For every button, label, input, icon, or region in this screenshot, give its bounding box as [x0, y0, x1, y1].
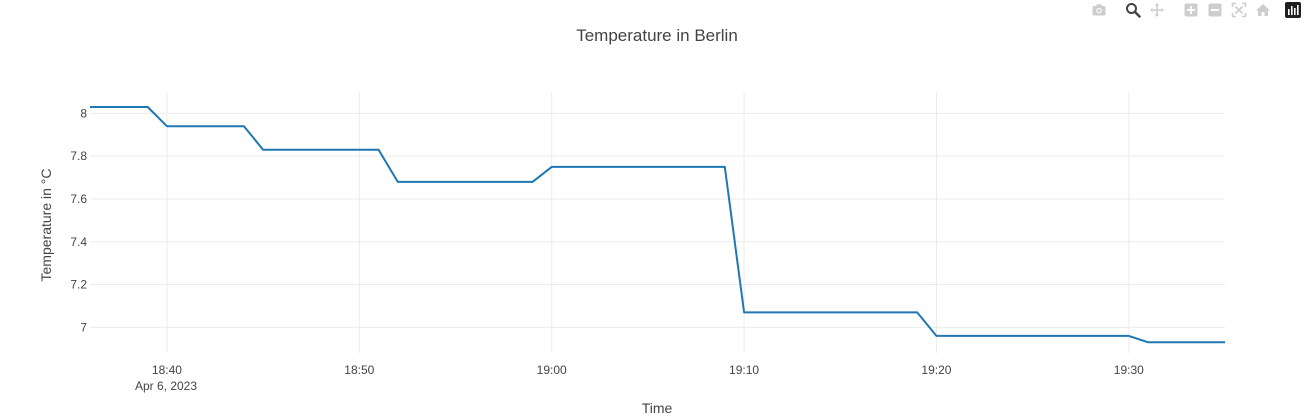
y-tick-label: 7 — [80, 320, 87, 334]
y-tick-label: 7.6 — [70, 192, 87, 206]
x-tick-label: 19:30 — [1114, 363, 1144, 377]
zoom-in-icon[interactable] — [1181, 0, 1201, 20]
x-axis-label: Time — [642, 400, 673, 416]
y-tick-label: 7.8 — [70, 149, 87, 163]
x-tick-label: 19:00 — [537, 363, 567, 377]
camera-icon[interactable] — [1089, 0, 1109, 20]
y-tick-label: 7.4 — [70, 235, 87, 249]
chart-title: Temperature in Berlin — [576, 26, 738, 45]
x-date-label: Apr 6, 2023 — [135, 379, 197, 393]
y-tick-labels: 7 7.2 7.4 7.6 7.8 8 — [70, 106, 87, 334]
x-tick-label: 18:40 — [152, 363, 182, 377]
x-gridlines — [166, 92, 1130, 353]
series-layer — [90, 106, 1225, 344]
y-tick-label: 8 — [80, 106, 87, 120]
y-axis-label: Temperature in °C — [38, 169, 54, 282]
zoom-icon[interactable] — [1123, 0, 1143, 20]
autoscale-icon[interactable] — [1229, 0, 1249, 20]
x-tick-labels: 18:40 18:50 19:00 19:10 19:20 19:30 — [152, 363, 1144, 377]
plotly-logo-icon[interactable] — [1285, 2, 1301, 18]
x-tick-label: 19:10 — [729, 363, 759, 377]
modebar — [1089, 0, 1301, 20]
x-tick-label: 19:20 — [921, 363, 951, 377]
pan-icon[interactable] — [1147, 0, 1167, 20]
x-tick-label: 18:50 — [344, 363, 374, 377]
y-tick-label: 7.2 — [70, 278, 87, 292]
series-line — [90, 106, 1225, 344]
y-gridlines — [90, 112, 1225, 328]
zoom-out-icon[interactable] — [1205, 0, 1225, 20]
reset-axes-icon[interactable] — [1253, 0, 1273, 20]
